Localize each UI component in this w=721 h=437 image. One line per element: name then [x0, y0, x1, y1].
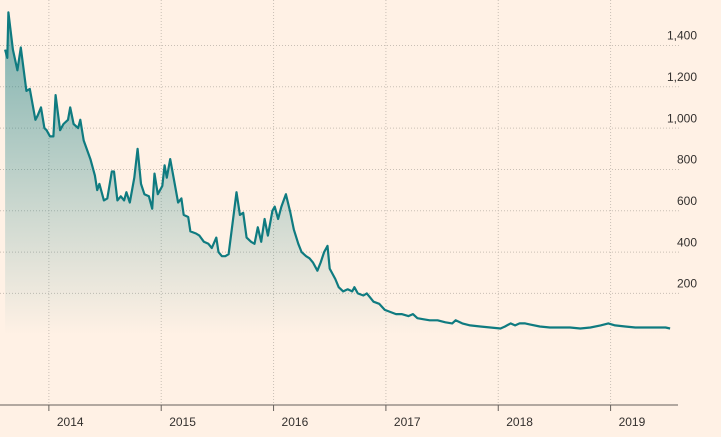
y-tick-label: 1,400	[667, 29, 697, 43]
y-tick-label: 600	[677, 194, 697, 208]
x-tick-label: 2016	[282, 415, 309, 429]
x-tick-label: 2018	[506, 415, 533, 429]
y-tick-label: 1,200	[667, 70, 697, 84]
y-tick-label: 200	[677, 277, 697, 291]
grid: 200 400 600 800 1,000 1,200 1,400 2014 2015 2016 2…	[0, 0, 697, 429]
y-tick-label: 400	[677, 235, 697, 249]
x-tick-label: 2019	[619, 415, 646, 429]
x-tick-label: 2015	[169, 415, 196, 429]
y-tick-label: 800	[677, 153, 697, 167]
x-tick-label: 2014	[57, 415, 84, 429]
line	[4, 11, 671, 330]
area	[5, 12, 671, 335]
plot	[4, 11, 671, 335]
y-tick-label: 1,000	[667, 111, 697, 125]
x-tick-label: 2017	[394, 415, 421, 429]
